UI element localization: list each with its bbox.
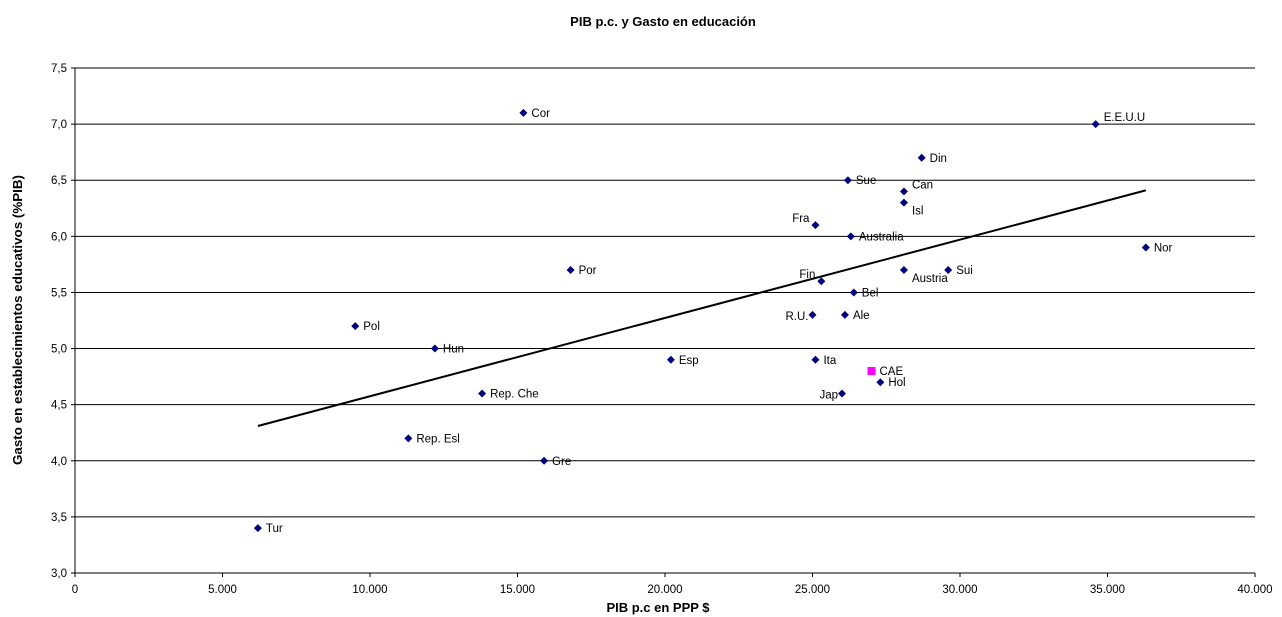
data-point [840,310,849,319]
data-point-label: Esp [679,355,699,367]
data-point [838,389,846,398]
data-point [404,434,413,443]
data-point [899,198,908,207]
y-tick-label: 4,0 [51,456,67,468]
data-point [1141,243,1150,252]
x-tick-label: 0 [72,584,78,596]
x-tick-label: 15.000 [500,584,535,596]
y-tick-label: 6,0 [51,231,67,243]
data-point-label: E.E.U.U [1104,112,1146,124]
data-point [519,108,528,117]
data-point-label: Hol [888,377,905,389]
y-tick-label: 7,0 [51,119,67,131]
data-point-label: Cor [531,108,550,120]
data-point [811,355,820,364]
data-point-label: Sue [856,175,876,187]
y-axis-title: Gasto en establecimientos educativos (%P… [10,175,25,465]
data-point [899,187,908,196]
data-point-label: Rep. Esl [416,433,459,445]
data-point-label: Austria [912,273,948,285]
data-point [666,355,675,364]
data-point [478,389,487,398]
x-tick-label: 40.000 [1237,584,1272,596]
data-point-label: Sui [956,265,973,277]
data-point [540,456,549,465]
data-point-label: Jap [819,389,838,401]
data-point-label: Can [912,179,933,191]
y-tick-label: 6,5 [51,175,67,187]
x-axis-ticks: 0 5.000 10.000 15.000 20.000 25.000 30.000 35.0… [72,573,1273,596]
x-tick-label: 10.000 [352,584,387,596]
data-point-label: Ale [853,310,870,322]
y-tick-label: 3,5 [51,512,67,524]
data-point-label: Nor [1154,243,1173,255]
data-point-label: Pol [363,321,380,333]
data-point [808,310,817,319]
x-tick-label: 30.000 [942,584,977,596]
x-tick-label: 25.000 [795,584,830,596]
data-point [1091,120,1100,129]
data-point-label: Fin [799,269,815,281]
data-point [876,378,885,387]
data-point-label: Bel [862,287,879,299]
data-point [253,524,262,533]
data-point [944,266,953,274]
data-point-label: Tur [266,523,283,535]
data-point [817,277,826,286]
data-point [430,344,439,353]
data-point [566,266,575,274]
data-point-label: Por [579,265,597,277]
data-point [843,176,852,185]
data-point [846,232,855,241]
data-point-label: Hun [443,344,464,356]
data-point-label: Rep. Che [490,388,539,400]
y-tick-label: 3,0 [51,568,67,580]
data-points: Tur Pol Hun Rep. Esl Rep. Che Cor Gre Por Esp R.U… [253,108,1173,535]
data-point-label: Fra [792,213,810,225]
data-point-label: Isl [912,206,924,218]
data-point [811,221,820,230]
trendline [257,189,1147,427]
data-point-highlight [867,367,876,375]
data-point-label: Australia [859,231,904,243]
data-point [849,288,858,297]
data-point-label: Ita [823,355,836,367]
data-point-label: Din [930,153,947,165]
gridlines [75,67,1255,518]
y-tick-label: 5,0 [51,344,67,356]
y-axis-ticks: 3,0 3,5 4,0 4,5 5,0 5,5 6,0 6,5 7,0 7,5 [51,63,75,580]
y-tick-label: 5,5 [51,287,67,299]
x-axis-title: PIB p.c en PPP $ [606,600,710,615]
y-tick-label: 4,5 [51,400,67,412]
x-tick-label: 5.000 [208,584,237,596]
data-point [351,322,360,331]
data-point [899,266,908,274]
chart-title: PIB p.c. y Gasto en educación [570,14,756,29]
data-point-label: CAE [880,366,904,378]
y-tick-label: 7,5 [51,63,67,75]
x-tick-label: 35.000 [1090,584,1125,596]
data-point-label: R.U. [786,311,809,323]
data-point-label: Gre [552,456,571,468]
x-tick-label: 20.000 [647,584,682,596]
data-point [917,153,926,162]
